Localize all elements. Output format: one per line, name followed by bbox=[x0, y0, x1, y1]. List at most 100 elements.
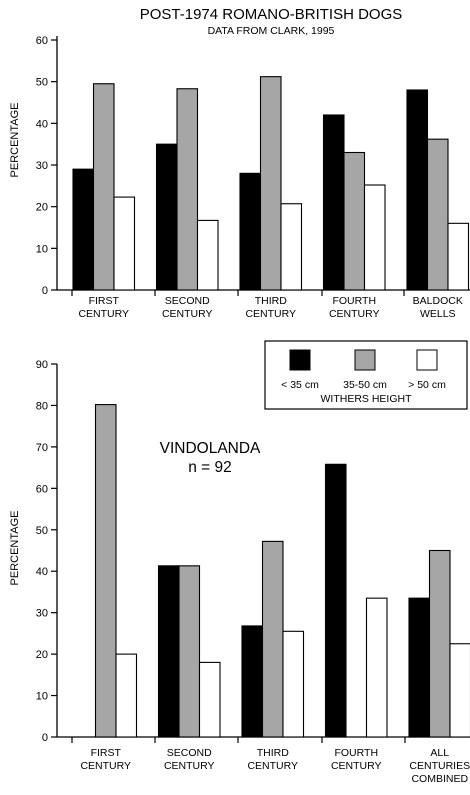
chart-bottom-ylabel: PERCENTAGE bbox=[9, 511, 21, 586]
chart-bottom-bar-under-35 bbox=[409, 598, 430, 737]
chart-top-bar-over-50 bbox=[281, 204, 302, 290]
legend-swatch-under-35 bbox=[290, 350, 310, 370]
chart-bottom-y-tick-label: 40 bbox=[36, 566, 48, 578]
chart-bottom-y-tick-label: 90 bbox=[36, 359, 48, 371]
legend-swatch-over-50 bbox=[417, 350, 437, 370]
chart-top-category-label-line: CENTURY bbox=[162, 308, 213, 320]
chart-bottom-y-tick-label: 0 bbox=[42, 732, 48, 744]
chart-top-bar-35-50 bbox=[94, 84, 115, 290]
chart-bottom-category-label-line: THIRD bbox=[257, 747, 289, 759]
chart-bottom-y-tick-label: 30 bbox=[36, 608, 48, 620]
chart-top-y-tick-label: 10 bbox=[36, 243, 48, 255]
chart-bottom-category-label-line: FOURTH bbox=[334, 747, 378, 759]
chart-top-subtitle: DATA FROM CLARK, 1995 bbox=[208, 25, 335, 37]
chart-top-y-tick-label: 0 bbox=[42, 285, 48, 297]
legend-label-35-50: 35-50 cm bbox=[343, 379, 387, 391]
chart-bottom-x-ticks bbox=[72, 737, 405, 743]
chart-bottom-category-label-line: CENTURIES bbox=[409, 760, 470, 772]
chart-top-category-label-line: CENTURY bbox=[78, 308, 129, 320]
chart-bottom-bar-under-35 bbox=[242, 626, 263, 737]
chart-top-category-label-line: FOURTH bbox=[332, 295, 376, 307]
chart-top-category-label-line: BALDOCK bbox=[413, 295, 463, 307]
legend: < 35 cm 35-50 cm > 50 cm WITHERS HEIGHT bbox=[265, 341, 467, 409]
chart-top-bar-under-35 bbox=[407, 90, 428, 290]
chart-bottom-bars bbox=[96, 405, 470, 737]
chart-bottom-bar-over-50 bbox=[367, 598, 388, 737]
chart-bottom-category-label-line: CENTURY bbox=[331, 760, 382, 772]
chart-top-category-label-line: WELLS bbox=[420, 308, 456, 320]
legend-title: WITHERS HEIGHT bbox=[321, 393, 413, 405]
chart-top-y-tick-label: 40 bbox=[36, 118, 48, 130]
chart-bottom-bar-35-50 bbox=[263, 541, 284, 737]
chart-bottom-annotation-count: n = 92 bbox=[188, 459, 232, 476]
chart-top-bar-35-50 bbox=[428, 139, 449, 290]
chart-top-bar-over-50 bbox=[448, 223, 469, 290]
chart-top-category-label-line: CENTURY bbox=[245, 308, 296, 320]
chart-bottom-bar-under-35 bbox=[159, 566, 180, 737]
chart-top-category-label-line: THIRD bbox=[255, 295, 287, 307]
chart-top-category-label-line: FIRST bbox=[89, 295, 120, 307]
chart-top-ylabel: PERCENTAGE bbox=[9, 103, 21, 178]
chart-top-bars bbox=[73, 77, 469, 290]
chart-bottom-category-label-line: COMBINED bbox=[411, 773, 468, 785]
chart-bottom-bar-under-35 bbox=[326, 464, 347, 737]
chart-top-bar-under-35 bbox=[157, 144, 178, 290]
chart-top-title: POST-1974 ROMANO-BRITISH DOGS bbox=[140, 6, 403, 23]
chart-bottom-category-label-line: FIRST bbox=[91, 747, 122, 759]
chart-bottom-y-tick-label: 70 bbox=[36, 442, 48, 454]
chart-bottom-category-label-line: CENTURY bbox=[80, 760, 131, 772]
legend-label-over-50: > 50 cm bbox=[408, 379, 446, 391]
chart-top-y-tick-label: 60 bbox=[36, 35, 48, 47]
chart-bottom-y-tick-label: 80 bbox=[36, 400, 48, 412]
chart-bottom-bar-over-50 bbox=[200, 662, 221, 737]
chart-top-y-tick-label: 50 bbox=[36, 77, 48, 89]
chart-bottom-y-ticks: 0 10 20 30 40 50 60 70 80 90 bbox=[36, 359, 57, 744]
chart-top-bar-under-35 bbox=[324, 115, 345, 290]
chart-bottom-bar-35-50 bbox=[96, 405, 117, 737]
chart-bottom-y-tick-label: 50 bbox=[36, 525, 48, 537]
chart-top-bar-under-35 bbox=[240, 173, 261, 290]
legend-label-under-35: < 35 cm bbox=[281, 379, 319, 391]
chart-top-category-label-line: CENTURY bbox=[329, 308, 380, 320]
chart-top-bar-over-50 bbox=[365, 185, 386, 290]
chart-top-bar-under-35 bbox=[73, 169, 94, 290]
chart-bottom-y-tick-label: 60 bbox=[36, 483, 48, 495]
chart-top-bar-over-50 bbox=[198, 220, 219, 290]
chart-bottom-bar-35-50 bbox=[179, 566, 200, 737]
chart-top-bar-35-50 bbox=[261, 77, 282, 290]
chart-bottom-annotation-site: VINDOLANDA bbox=[160, 440, 261, 457]
chart-bottom-category-label-line: SECOND bbox=[167, 747, 212, 759]
chart-bottom-y-tick-label: 20 bbox=[36, 649, 48, 661]
chart-top-bar-35-50 bbox=[177, 89, 198, 290]
chart-top-bar-35-50 bbox=[344, 153, 365, 291]
chart-bottom-bar-35-50 bbox=[430, 551, 451, 738]
chart-bottom-bar-over-50 bbox=[450, 644, 470, 737]
chart-bottom-category-label-line: ALL bbox=[430, 747, 449, 759]
chart-top-category-label-line: SECOND bbox=[165, 295, 210, 307]
chart-bottom-category-label-line: CENTURY bbox=[247, 760, 298, 772]
chart-top-y-tick-label: 20 bbox=[36, 202, 48, 214]
chart-bottom-bar-over-50 bbox=[283, 631, 304, 737]
chart-top: POST-1974 ROMANO-BRITISH DOGS DATA FROM … bbox=[9, 6, 470, 320]
legend-swatch-35-50 bbox=[355, 350, 375, 370]
chart-bottom-category-label-line: CENTURY bbox=[164, 760, 215, 772]
chart-bottom-bar-over-50 bbox=[116, 654, 137, 737]
chart-bottom-y-tick-label: 10 bbox=[36, 691, 48, 703]
chart-top-bar-over-50 bbox=[114, 197, 135, 290]
